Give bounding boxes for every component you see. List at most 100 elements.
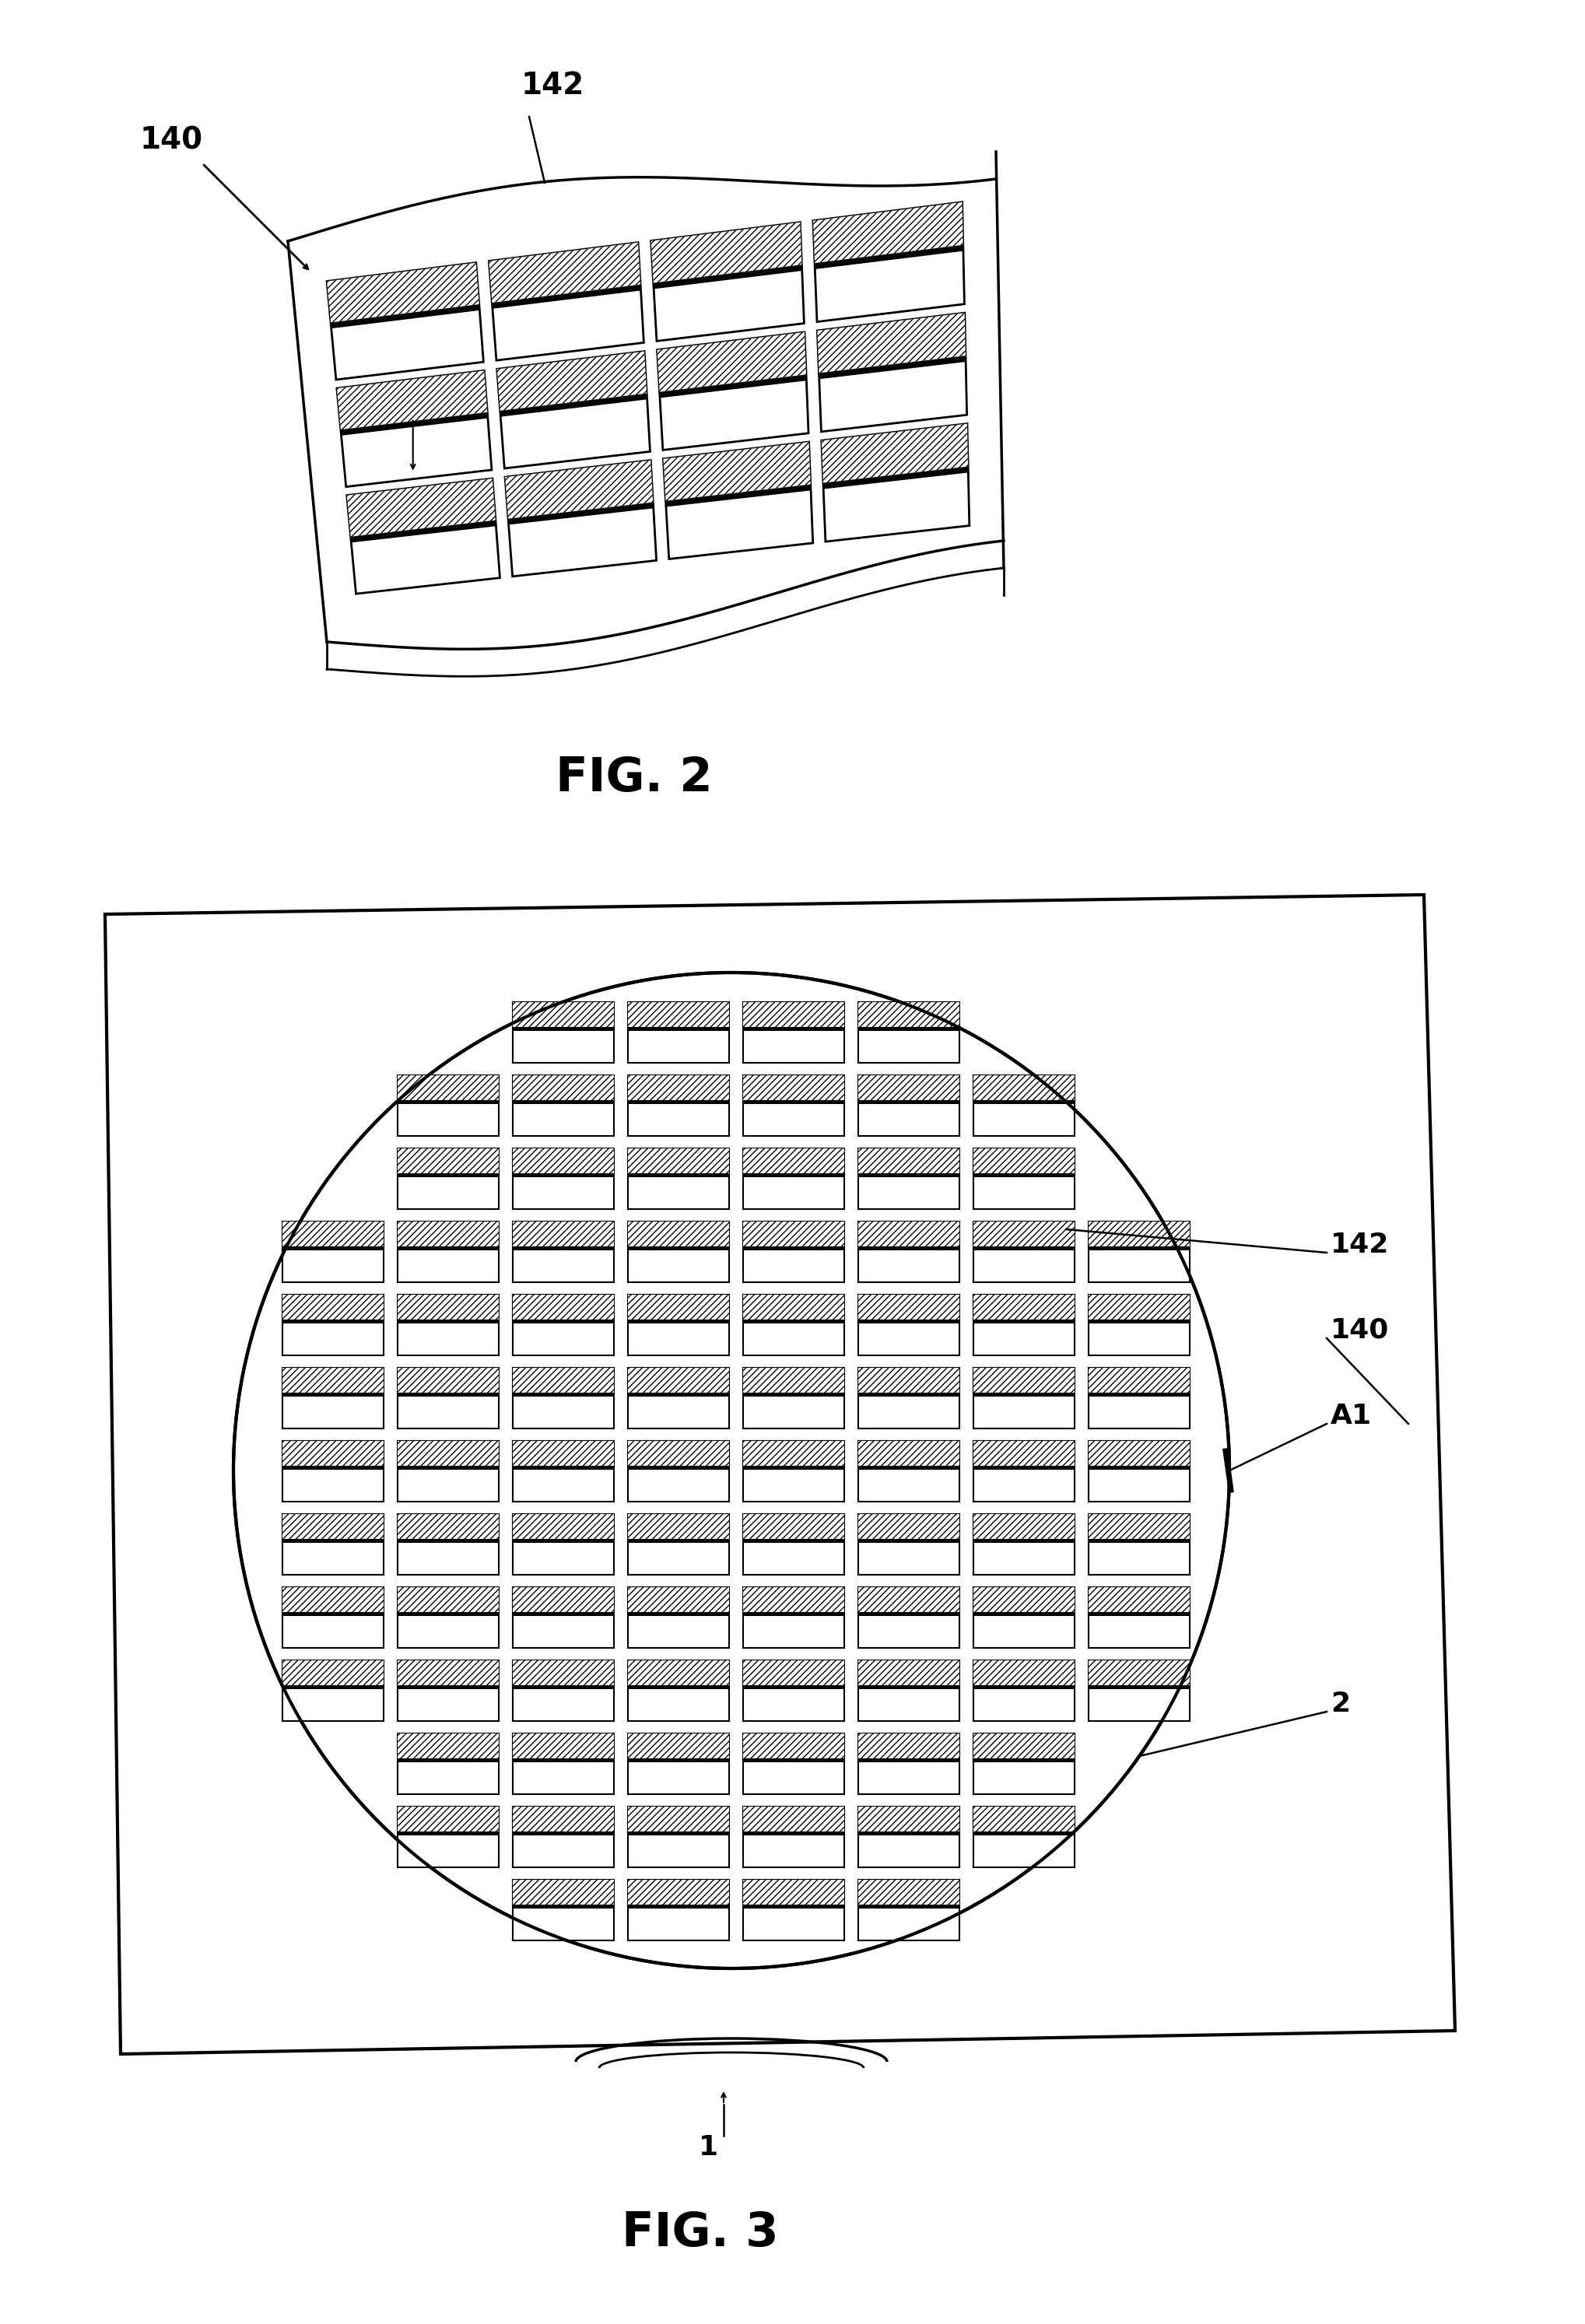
Polygon shape xyxy=(398,1757,499,1762)
Polygon shape xyxy=(743,1294,845,1355)
Polygon shape xyxy=(857,1392,959,1397)
Polygon shape xyxy=(1089,1515,1190,1538)
Polygon shape xyxy=(628,1587,729,1613)
Polygon shape xyxy=(651,223,804,342)
Polygon shape xyxy=(743,1662,845,1722)
Polygon shape xyxy=(857,1734,959,1794)
Polygon shape xyxy=(857,1294,959,1355)
Polygon shape xyxy=(743,1246,845,1250)
Polygon shape xyxy=(512,1222,613,1283)
Polygon shape xyxy=(818,314,965,374)
Polygon shape xyxy=(857,1734,959,1757)
Polygon shape xyxy=(398,1808,499,1831)
Polygon shape xyxy=(973,1613,1075,1615)
Polygon shape xyxy=(857,1587,959,1613)
Polygon shape xyxy=(512,1002,613,1027)
Polygon shape xyxy=(1089,1441,1190,1466)
Polygon shape xyxy=(857,1002,959,1062)
Polygon shape xyxy=(973,1076,1075,1136)
Polygon shape xyxy=(1089,1515,1190,1576)
Polygon shape xyxy=(857,1441,959,1466)
Polygon shape xyxy=(658,332,808,451)
Polygon shape xyxy=(488,242,640,302)
Polygon shape xyxy=(857,1369,959,1429)
Polygon shape xyxy=(512,1441,613,1501)
Polygon shape xyxy=(1089,1369,1190,1392)
Polygon shape xyxy=(1089,1587,1190,1648)
Polygon shape xyxy=(398,1587,499,1648)
Polygon shape xyxy=(628,1808,729,1868)
Polygon shape xyxy=(282,1392,384,1397)
Polygon shape xyxy=(813,202,964,263)
Polygon shape xyxy=(1089,1538,1190,1543)
Polygon shape xyxy=(973,1441,1075,1466)
Polygon shape xyxy=(398,1369,499,1392)
Polygon shape xyxy=(628,1148,729,1208)
Polygon shape xyxy=(857,1222,959,1283)
Polygon shape xyxy=(1089,1294,1190,1355)
Polygon shape xyxy=(512,1099,613,1104)
Polygon shape xyxy=(1089,1222,1190,1283)
Polygon shape xyxy=(628,1002,729,1062)
Polygon shape xyxy=(398,1320,499,1322)
Polygon shape xyxy=(282,1662,384,1722)
Polygon shape xyxy=(857,1076,959,1099)
Polygon shape xyxy=(743,1222,845,1246)
Polygon shape xyxy=(651,223,802,284)
Polygon shape xyxy=(857,1294,959,1320)
Polygon shape xyxy=(1089,1662,1190,1685)
Polygon shape xyxy=(398,1148,499,1208)
Polygon shape xyxy=(512,1880,613,1903)
Polygon shape xyxy=(857,1222,959,1246)
Polygon shape xyxy=(813,202,964,321)
Polygon shape xyxy=(743,1880,845,1903)
Polygon shape xyxy=(498,351,647,411)
Polygon shape xyxy=(628,1831,729,1836)
Polygon shape xyxy=(857,1880,959,1903)
Polygon shape xyxy=(628,1174,729,1176)
Polygon shape xyxy=(857,1538,959,1543)
Polygon shape xyxy=(512,1002,613,1062)
Polygon shape xyxy=(743,1538,845,1543)
Polygon shape xyxy=(973,1662,1075,1685)
Polygon shape xyxy=(512,1222,613,1246)
Polygon shape xyxy=(857,1320,959,1322)
Polygon shape xyxy=(743,1369,845,1429)
Polygon shape xyxy=(653,265,802,288)
Polygon shape xyxy=(743,1369,845,1392)
Polygon shape xyxy=(327,263,479,323)
Polygon shape xyxy=(628,1808,729,1831)
Polygon shape xyxy=(743,1148,845,1208)
Polygon shape xyxy=(512,1903,613,1908)
Polygon shape xyxy=(1089,1320,1190,1322)
Polygon shape xyxy=(398,1392,499,1397)
Polygon shape xyxy=(628,1757,729,1762)
Polygon shape xyxy=(282,1466,384,1469)
Polygon shape xyxy=(628,1294,729,1320)
Polygon shape xyxy=(282,1222,384,1283)
Polygon shape xyxy=(628,1685,729,1690)
Polygon shape xyxy=(1089,1587,1190,1613)
Polygon shape xyxy=(743,1903,845,1908)
Polygon shape xyxy=(743,1734,845,1794)
Polygon shape xyxy=(743,1027,845,1030)
Polygon shape xyxy=(857,1002,959,1027)
Polygon shape xyxy=(398,1662,499,1685)
Polygon shape xyxy=(105,895,1455,2054)
Polygon shape xyxy=(398,1538,499,1543)
Polygon shape xyxy=(282,1369,384,1429)
Polygon shape xyxy=(973,1222,1075,1246)
Polygon shape xyxy=(973,1515,1075,1538)
Polygon shape xyxy=(1089,1685,1190,1690)
Polygon shape xyxy=(743,1392,845,1397)
Polygon shape xyxy=(973,1515,1075,1576)
Polygon shape xyxy=(288,177,1003,648)
Polygon shape xyxy=(857,1148,959,1174)
Polygon shape xyxy=(973,1538,1075,1543)
Polygon shape xyxy=(628,1320,729,1322)
Polygon shape xyxy=(512,1757,613,1762)
Polygon shape xyxy=(282,1613,384,1615)
Polygon shape xyxy=(509,502,653,525)
Polygon shape xyxy=(1089,1222,1190,1246)
Polygon shape xyxy=(628,1222,729,1246)
